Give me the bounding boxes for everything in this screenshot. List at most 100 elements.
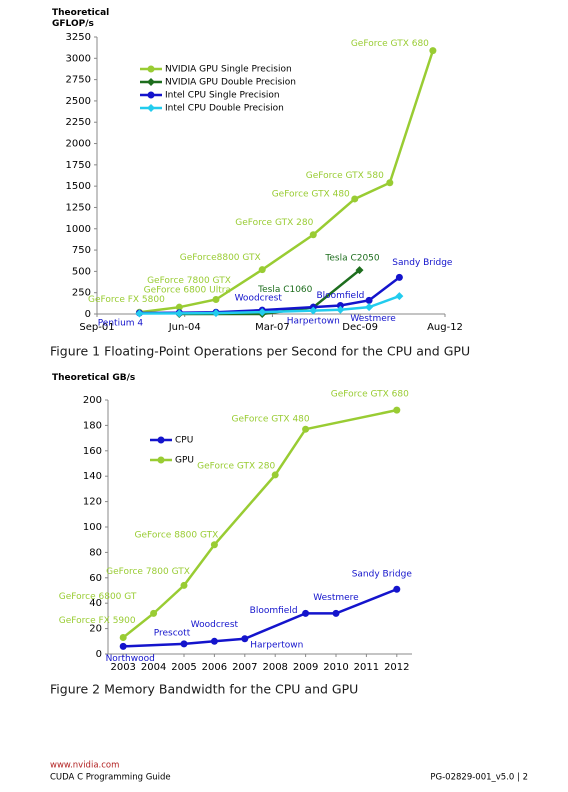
point-label: Northwood	[106, 654, 155, 664]
y-tick-label: 1500	[66, 181, 91, 192]
y-tick-label: 1750	[66, 160, 91, 171]
x-tick-label: Aug-12	[427, 322, 463, 333]
x-tick-label: 2012	[384, 662, 409, 673]
marker	[309, 231, 317, 239]
y-tick-label: 3000	[66, 53, 91, 64]
point-label: GeForce 6800 Ultra	[144, 286, 231, 296]
y-tick-label: 160	[83, 446, 102, 457]
y-tick-label: 1000	[66, 224, 91, 235]
marker	[365, 296, 373, 304]
x-tick-label: 2010	[323, 662, 348, 673]
x-tick-label: 2008	[262, 662, 287, 673]
legend-label: NVIDIA GPU Double Precision	[165, 78, 296, 88]
marker	[271, 471, 279, 479]
y-tick-label: 1250	[66, 202, 91, 213]
marker	[336, 305, 345, 314]
y-tick-label: 3250	[66, 32, 91, 43]
footer-guide: CUDA C Programming Guide	[50, 773, 171, 783]
x-tick-label: 2007	[232, 662, 257, 673]
y-tick-label: 180	[83, 420, 102, 431]
marker	[157, 456, 165, 464]
y-tick-label: 250	[72, 288, 91, 299]
y-tick-label: 140	[83, 471, 102, 482]
marker	[395, 292, 404, 301]
marker	[119, 633, 127, 641]
y-tick-label: 80	[89, 547, 102, 558]
point-label: Harpertown	[250, 640, 303, 650]
x-tick-label: Sep-01	[79, 322, 114, 333]
point-label: GeForce GTX 580	[306, 171, 384, 181]
marker	[180, 581, 188, 589]
marker	[336, 301, 344, 309]
point-label: Tesla C2050	[324, 254, 380, 264]
legend-label: Intel CPU Single Precision	[165, 91, 280, 101]
figure-caption: Figure 2 Memory Bandwidth for the CPU an…	[50, 682, 358, 697]
series-line	[139, 50, 435, 314]
y-tick-label: 40	[89, 598, 102, 609]
y-tick-label: 60	[89, 573, 102, 584]
y-axis-label: Theoretical GB/s	[52, 373, 136, 383]
y-tick-label: 2500	[66, 96, 91, 107]
y-tick-label: 500	[72, 266, 91, 277]
y-tick-label: 200	[83, 395, 102, 406]
y-tick-label: 100	[83, 522, 102, 533]
series-line	[139, 294, 400, 315]
footer-url: www.nvidia.com	[50, 761, 119, 771]
point-label: GeForce GTX 680	[331, 390, 409, 400]
y-tick-label: 750	[72, 245, 91, 256]
point-label: GeForce 6800 GT	[59, 592, 137, 602]
figure-caption: Figure 1 Floating-Point Operations per S…	[50, 344, 470, 359]
marker	[351, 195, 359, 203]
y-tick-label: 20	[89, 624, 102, 635]
x-tick-label: 2005	[171, 662, 196, 673]
point-label: Bloomfield	[316, 291, 364, 301]
marker	[429, 47, 437, 55]
marker	[332, 609, 340, 617]
marker	[258, 308, 267, 317]
point-label: GeForce 7800 GTX	[147, 276, 231, 286]
x-tick-label: 2006	[202, 662, 227, 673]
point-label: Sandy Bridge	[392, 258, 453, 268]
point-label: GeForce FX 5800	[88, 295, 165, 305]
marker	[365, 303, 374, 312]
legend-label: GPU	[175, 456, 194, 466]
point-label: Woodcrest	[191, 620, 239, 630]
point-label: Westmere	[350, 314, 396, 324]
y-tick-label: 2250	[66, 117, 91, 128]
point-label: Bloomfield	[250, 606, 298, 616]
marker	[211, 309, 220, 318]
point-label: Prescott	[154, 628, 191, 638]
point-label: Tesla C1060	[257, 285, 313, 295]
y-tick-label: 120	[83, 497, 102, 508]
point-label: GeForce GTX 680	[351, 39, 429, 49]
point-label: GeForce GTX 280	[197, 461, 275, 471]
series-line	[122, 408, 398, 639]
legend-label: Intel CPU Double Precision	[165, 104, 284, 114]
marker	[241, 635, 249, 643]
marker	[147, 65, 155, 73]
marker	[147, 78, 155, 86]
point-label: Westmere	[313, 593, 359, 603]
x-tick-label: 2003	[110, 662, 135, 673]
marker	[210, 541, 218, 549]
marker	[147, 91, 155, 99]
point-label: Pentium 4	[98, 318, 144, 328]
marker	[157, 436, 165, 444]
marker	[355, 266, 364, 275]
point-label: GeForce8800 GTX	[180, 253, 261, 263]
point-label: GeForce GTX 480	[272, 189, 350, 199]
marker	[395, 273, 403, 281]
marker	[147, 104, 155, 112]
point-label: GeForce GTX 280	[235, 218, 313, 228]
point-label: GeForce FX 5900	[59, 616, 136, 626]
x-tick-label: 2004	[141, 662, 166, 673]
marker	[393, 406, 401, 414]
x-tick-label: 2011	[354, 662, 379, 673]
marker	[150, 609, 158, 617]
legend-label: NVIDIA GPU Single Precision	[165, 65, 292, 75]
marker	[119, 642, 127, 650]
marker	[212, 296, 220, 304]
x-tick-label: Dec-09	[342, 322, 378, 333]
